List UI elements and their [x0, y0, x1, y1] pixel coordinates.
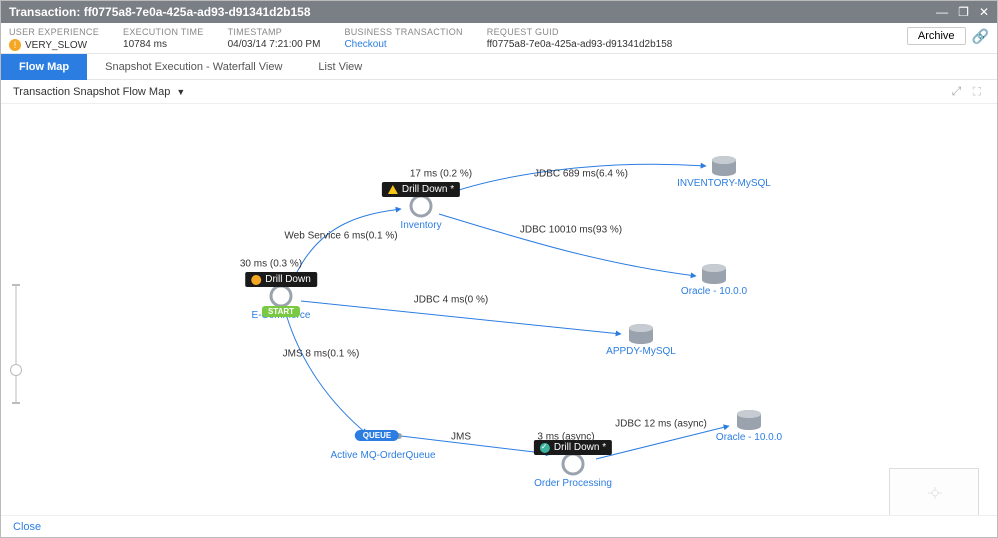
flow-svg [1, 104, 998, 534]
window-titlebar: Transaction: ff0775a8-7e0a-425a-ad93-d91… [1, 1, 997, 23]
edge-label-6: JDBC 12 ms (async) [615, 419, 707, 430]
edge-label-3: JDBC 4 ms(0 %) [414, 295, 488, 306]
edge-label-2: JDBC 10010 ms(93 %) [520, 225, 622, 236]
node-label-oracle1[interactable]: Oracle - 10.0.0 [681, 286, 747, 297]
meta-timestamp: TIMESTAMP 04/03/14 7:21:00 PM [228, 27, 321, 50]
flow-map-canvas[interactable]: E-CommerceInventoryOrder ProcessingActiv… [1, 104, 997, 534]
edge-label-5: JMS [451, 432, 471, 443]
meta-business-txn: BUSINESS TRANSACTION Checkout [344, 27, 462, 50]
archive-button[interactable]: Archive [907, 27, 966, 45]
timing-label-2: 3 ms (async) [537, 432, 594, 443]
meta-request-guid: REQUEST GUID ff0775a8-7e0a-425a-ad93-d91… [487, 27, 673, 50]
tab-waterfall[interactable]: Snapshot Execution - Waterfall View [87, 54, 300, 80]
tab-list-view[interactable]: List View [300, 54, 380, 80]
title-prefix: Transaction: [9, 5, 80, 19]
view-tabs: Flow Map Snapshot Execution - Waterfall … [1, 54, 997, 80]
meta-user-experience: USER EXPERIENCE !VERY_SLOW [9, 27, 99, 51]
minimize-icon[interactable]: — [936, 1, 948, 23]
drill-down-inventory[interactable]: Drill Down * [382, 182, 460, 197]
title-txid: ff0775a8-7e0a-425a-ad93-d91341d2b158 [84, 5, 311, 19]
transaction-meta-row: USER EXPERIENCE !VERY_SLOW EXECUTION TIM… [1, 23, 997, 54]
start-badge: START [262, 306, 300, 317]
node-label-invmysql[interactable]: INVENTORY-MySQL [677, 178, 771, 189]
edge-label-4: JMS 8 ms(0.1 %) [283, 349, 360, 360]
node-label-queue[interactable]: Active MQ-OrderQueue [330, 450, 435, 461]
meta-exec-time: EXECUTION TIME 10784 ms [123, 27, 204, 50]
link-icon[interactable]: 🔗 [972, 28, 989, 45]
node-label-orderproc[interactable]: Order Processing [534, 478, 612, 489]
node-label-inventory[interactable]: Inventory [400, 220, 441, 231]
tab-flow-map[interactable]: Flow Map [1, 54, 87, 80]
chevron-down-icon[interactable]: ▼ [176, 87, 185, 97]
footer: Close [1, 515, 997, 537]
drill-down-ecommerce[interactable]: Drill Down [245, 272, 317, 287]
zoom-controls[interactable]: ⤢ ⛶ [952, 84, 985, 99]
maximize-icon[interactable]: ❐ [958, 1, 969, 23]
close-icon[interactable]: ✕ [979, 1, 989, 23]
timing-label-1: 30 ms (0.3 %) [240, 259, 302, 270]
edge-label-1: JDBC 689 ms(6.4 %) [534, 169, 628, 180]
flowmap-title[interactable]: Transaction Snapshot Flow Map [13, 86, 170, 98]
window-controls: — ❐ ✕ [936, 1, 989, 23]
close-link[interactable]: Close [13, 521, 41, 533]
timing-label-0: 17 ms (0.2 %) [410, 169, 472, 180]
minimap[interactable] [889, 468, 979, 516]
node-label-appdy[interactable]: APPDY-MySQL [606, 346, 676, 357]
warning-icon: ! [9, 39, 21, 51]
flowmap-subheader: Transaction Snapshot Flow Map ▼ ⤢ ⛶ [1, 80, 997, 104]
node-label-oracle2[interactable]: Oracle - 10.0.0 [716, 432, 782, 443]
edge-label-0: Web Service 6 ms(0.1 %) [284, 231, 397, 242]
queue-badge: QUEUE [355, 430, 399, 441]
